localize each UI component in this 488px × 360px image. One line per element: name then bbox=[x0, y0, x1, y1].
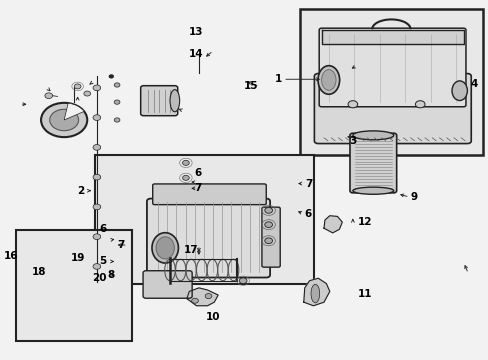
Circle shape bbox=[93, 174, 101, 180]
Text: 7: 7 bbox=[194, 183, 201, 193]
Text: 20: 20 bbox=[92, 273, 106, 283]
Polygon shape bbox=[303, 278, 329, 306]
FancyBboxPatch shape bbox=[143, 271, 192, 298]
Ellipse shape bbox=[352, 131, 393, 140]
Text: 12: 12 bbox=[357, 217, 371, 227]
Circle shape bbox=[182, 175, 189, 180]
Circle shape bbox=[50, 109, 79, 131]
Polygon shape bbox=[324, 216, 342, 233]
Circle shape bbox=[109, 75, 113, 78]
Text: 14: 14 bbox=[188, 49, 203, 59]
Polygon shape bbox=[321, 30, 463, 44]
Text: 6: 6 bbox=[304, 208, 311, 219]
Text: 7: 7 bbox=[304, 179, 311, 189]
Wedge shape bbox=[64, 103, 84, 120]
Ellipse shape bbox=[310, 284, 319, 303]
FancyBboxPatch shape bbox=[349, 133, 396, 193]
Circle shape bbox=[93, 144, 101, 150]
Polygon shape bbox=[186, 288, 218, 306]
Circle shape bbox=[264, 238, 272, 244]
FancyBboxPatch shape bbox=[141, 86, 177, 116]
FancyBboxPatch shape bbox=[314, 73, 470, 144]
Text: 2: 2 bbox=[78, 186, 85, 196]
Bar bbox=[299, 9, 482, 155]
Text: 16: 16 bbox=[4, 251, 19, 261]
Text: 10: 10 bbox=[205, 312, 220, 322]
Circle shape bbox=[114, 118, 120, 122]
FancyBboxPatch shape bbox=[152, 184, 266, 204]
Circle shape bbox=[41, 103, 87, 137]
Circle shape bbox=[93, 204, 101, 210]
Text: 11: 11 bbox=[357, 289, 371, 299]
Circle shape bbox=[84, 91, 90, 96]
Circle shape bbox=[347, 101, 357, 108]
Circle shape bbox=[93, 264, 101, 269]
Circle shape bbox=[74, 84, 81, 89]
Ellipse shape bbox=[451, 81, 467, 100]
Bar bbox=[95, 155, 314, 284]
Circle shape bbox=[205, 294, 211, 298]
Ellipse shape bbox=[352, 187, 393, 194]
Circle shape bbox=[264, 207, 272, 213]
Circle shape bbox=[415, 101, 424, 108]
FancyBboxPatch shape bbox=[262, 207, 280, 267]
Text: 6: 6 bbox=[194, 168, 201, 178]
Bar bbox=[16, 230, 131, 341]
Circle shape bbox=[264, 222, 272, 228]
Circle shape bbox=[191, 298, 198, 303]
Text: 17: 17 bbox=[183, 245, 198, 255]
Text: 15: 15 bbox=[243, 81, 258, 91]
Circle shape bbox=[182, 160, 189, 165]
Text: 19: 19 bbox=[70, 253, 84, 263]
Ellipse shape bbox=[152, 233, 178, 263]
Ellipse shape bbox=[317, 66, 339, 94]
Circle shape bbox=[93, 234, 101, 239]
Circle shape bbox=[239, 278, 246, 284]
Text: 18: 18 bbox=[31, 267, 46, 277]
Ellipse shape bbox=[156, 237, 174, 259]
FancyBboxPatch shape bbox=[319, 28, 465, 107]
Circle shape bbox=[114, 100, 120, 104]
Text: 13: 13 bbox=[188, 27, 203, 37]
Circle shape bbox=[93, 115, 101, 121]
Circle shape bbox=[45, 93, 53, 99]
Circle shape bbox=[93, 85, 101, 91]
Text: 4: 4 bbox=[470, 79, 477, 89]
Text: 8: 8 bbox=[107, 270, 115, 280]
Ellipse shape bbox=[170, 90, 179, 112]
FancyBboxPatch shape bbox=[146, 199, 269, 278]
Text: 5: 5 bbox=[99, 256, 106, 266]
Circle shape bbox=[114, 83, 120, 87]
Text: 3: 3 bbox=[348, 136, 356, 147]
Ellipse shape bbox=[321, 69, 335, 90]
Text: 1: 1 bbox=[274, 74, 281, 84]
Text: 7: 7 bbox=[117, 240, 124, 250]
Text: 6: 6 bbox=[99, 224, 106, 234]
Text: 9: 9 bbox=[410, 192, 417, 202]
